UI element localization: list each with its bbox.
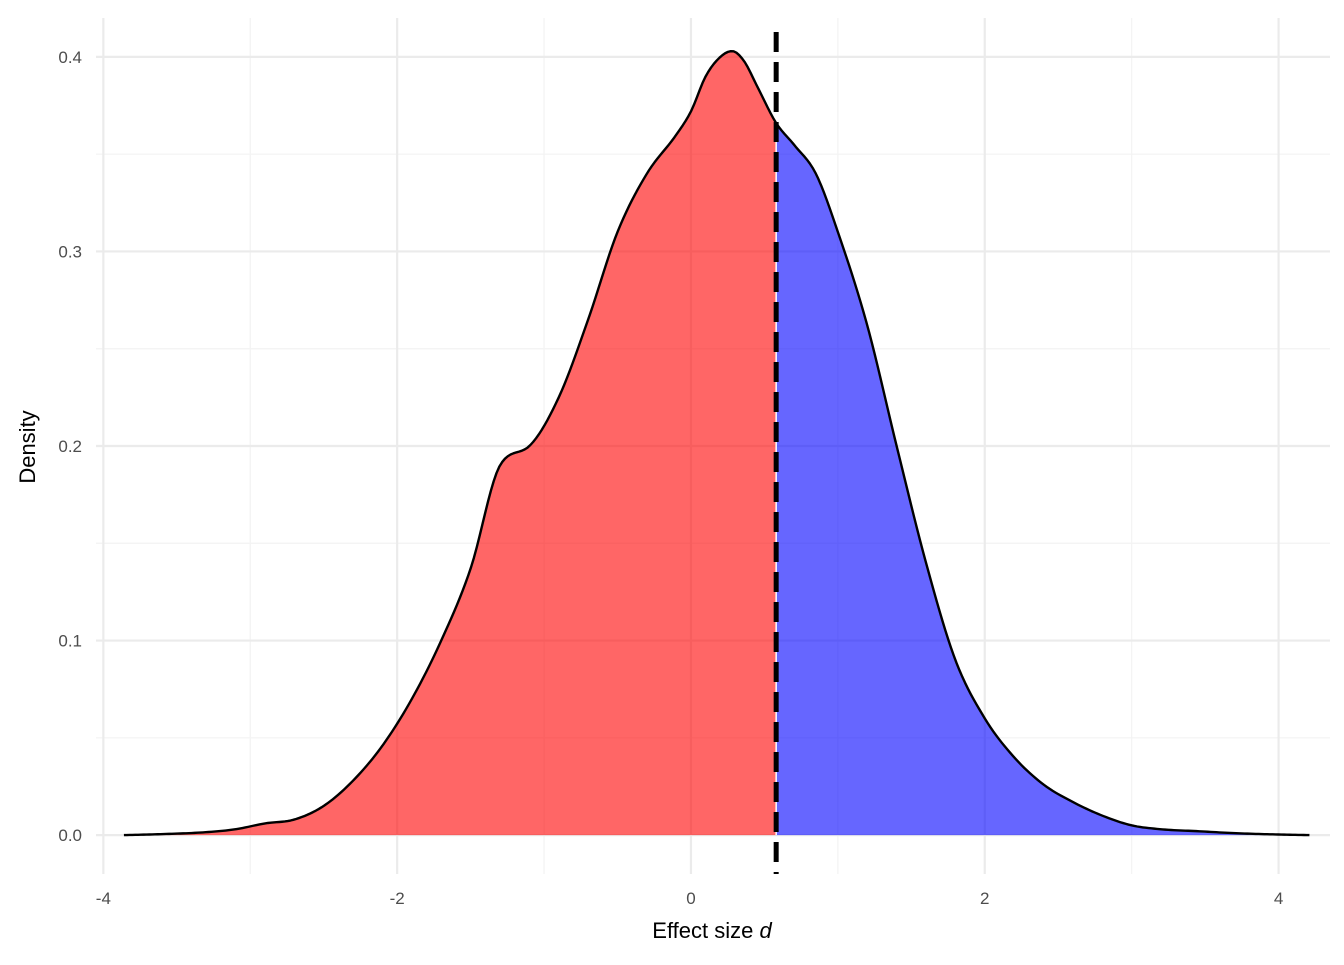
x-tick-label: 4 [1274,889,1283,908]
curve-layer [123,49,1310,837]
x-tick-label: 2 [980,889,989,908]
density-curve [123,49,1310,837]
tick-layer: -4 -2 0 2 4 0.0 0.1 0.2 0.3 0.4 [58,48,1283,908]
x-axis-title-symbol: d [759,918,772,943]
area-below-threshold [123,51,777,836]
y-tick-label: 0.4 [58,48,82,67]
x-tick-label: -4 [96,889,111,908]
x-tick-label: -2 [390,889,405,908]
area-above-threshold [776,123,1310,836]
x-axis-title: Effect size d [652,918,772,943]
y-tick-label: 0.3 [58,242,82,261]
y-tick-label: 0.0 [58,826,82,845]
y-axis-title: Density [15,410,40,483]
y-tick-label: 0.1 [58,632,82,651]
x-tick-label: 0 [686,889,695,908]
x-axis-title-text: Effect size [652,918,759,943]
y-tick-label: 0.2 [58,437,82,456]
